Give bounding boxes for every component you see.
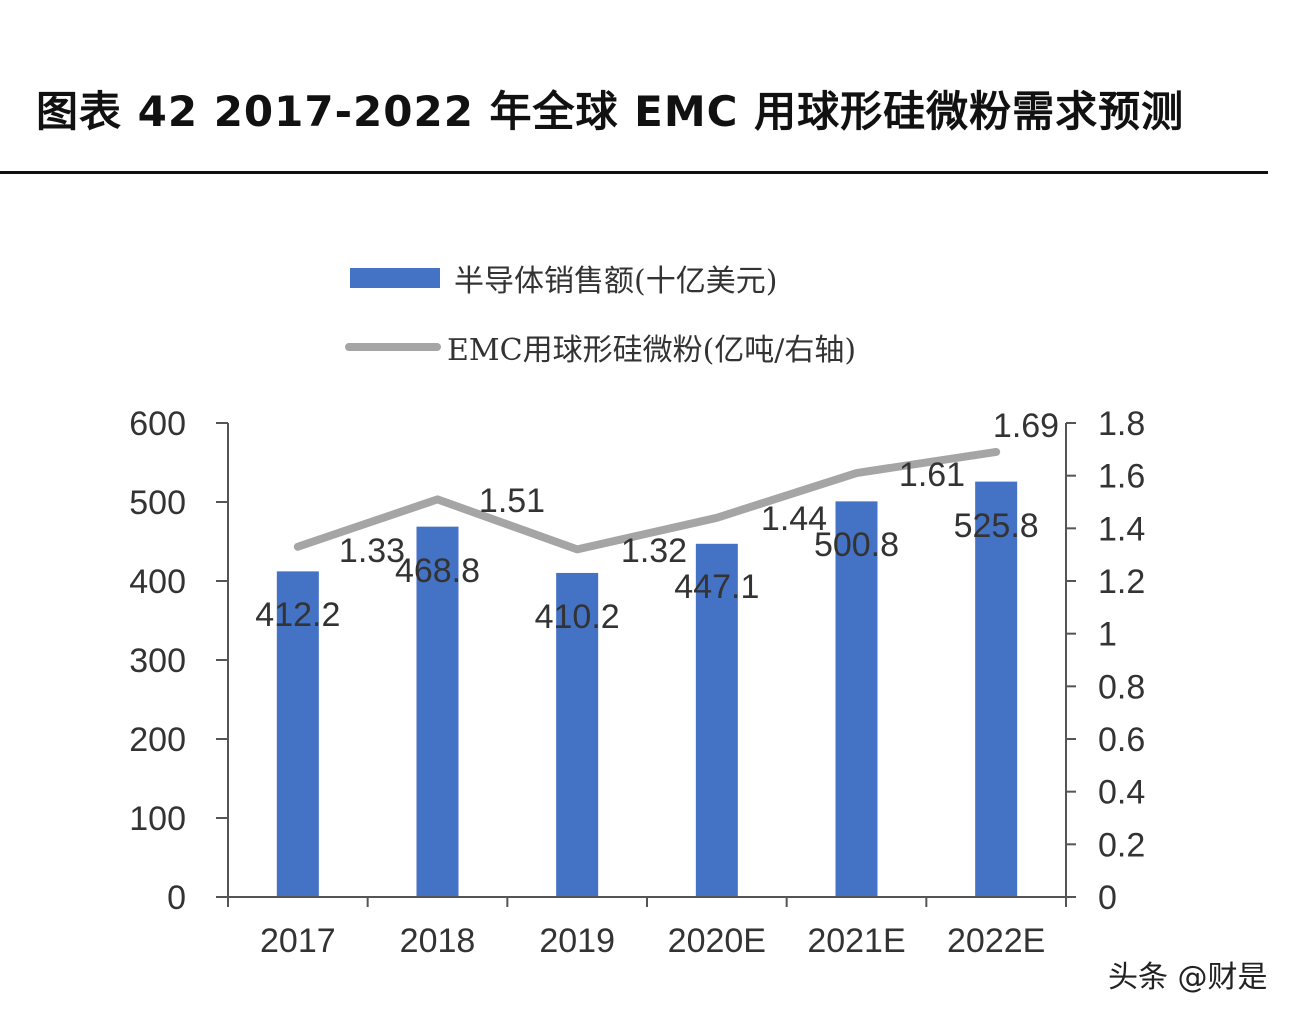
- y-left-tick-label: 600: [129, 405, 186, 443]
- bar-data-label-2020E: 447.1: [674, 568, 759, 606]
- line-data-label-2019: 1.32: [621, 532, 687, 570]
- bar-2022E: [975, 481, 1018, 897]
- y-left-tick-label: 200: [129, 721, 186, 759]
- bar-2020E: [695, 543, 738, 897]
- y-right-tick-label: 0.6: [1098, 721, 1145, 759]
- bar-2019: [556, 572, 599, 897]
- y-left-tick-label: 500: [129, 484, 186, 522]
- y-left-tick-label: 0: [167, 879, 186, 917]
- legend-swatch-bar: [350, 268, 440, 288]
- legend-label-sales: 半导体销售额(十亿美元): [454, 264, 778, 299]
- y-left-tick-label: 300: [129, 642, 186, 680]
- x-tick-label-2019: 2019: [539, 922, 615, 960]
- legend-item-sales: 半导体销售额(十亿美元): [350, 256, 777, 300]
- y-right-tick-label: 1.6: [1098, 458, 1145, 496]
- legend-label-silica: EMC用球形硅微粉(亿吨/右轴): [447, 333, 857, 368]
- line-data-label-2017: 1.33: [339, 532, 405, 570]
- chart-title: 图表 42 2017-2022 年全球 EMC 用球形硅微粉需求预测: [36, 87, 1185, 136]
- bar-data-label-2019: 410.2: [535, 598, 620, 636]
- bar-data-label-2021E: 500.8: [814, 526, 899, 564]
- y-left-tick-label: 100: [129, 800, 186, 838]
- y-right-tick-label: 0.4: [1098, 774, 1145, 812]
- y-right-tick-label: 0: [1098, 879, 1117, 917]
- x-tick-label-2018: 2018: [400, 922, 476, 960]
- y-right-tick-label: 0.8: [1098, 668, 1145, 706]
- line-data-label-2022E: 1.69: [993, 407, 1059, 445]
- x-tick-label-2017: 2017: [260, 922, 336, 960]
- line-data-label-2020E: 1.44: [761, 500, 827, 538]
- y-right-tick-label: 1.4: [1098, 510, 1145, 548]
- line-data-label-2021E: 1.61: [899, 456, 965, 494]
- y-right-tick-label: 1.2: [1098, 563, 1145, 601]
- bar-data-label-2018: 468.8: [395, 552, 480, 590]
- bar-2018: [416, 526, 459, 897]
- line-data-label-2018: 1.51: [479, 482, 545, 520]
- bar-data-label-2022E: 525.8: [954, 507, 1039, 545]
- y-right-tick-label: 1.8: [1098, 405, 1145, 443]
- silica-demand-line: [293, 447, 1001, 554]
- watermark: 头条 @财是: [1108, 960, 1268, 995]
- bar-data-label-2017: 412.2: [255, 596, 340, 634]
- y-right-tick-label: 0.2: [1098, 826, 1145, 864]
- y-right-tick-label: 1: [1098, 616, 1117, 654]
- x-tick-label-2022E: 2022E: [947, 922, 1045, 960]
- bar-2017: [276, 571, 319, 897]
- legend-swatch-line: [345, 343, 441, 351]
- legend-item-silica: EMC用球形硅微粉(亿吨/右轴): [345, 325, 856, 369]
- x-tick-label-2020E: 2020E: [668, 922, 766, 960]
- x-tick-label-2021E: 2021E: [807, 922, 905, 960]
- y-left-tick-label: 400: [129, 563, 186, 601]
- bar-2021E: [835, 501, 878, 897]
- title-divider: [0, 171, 1268, 174]
